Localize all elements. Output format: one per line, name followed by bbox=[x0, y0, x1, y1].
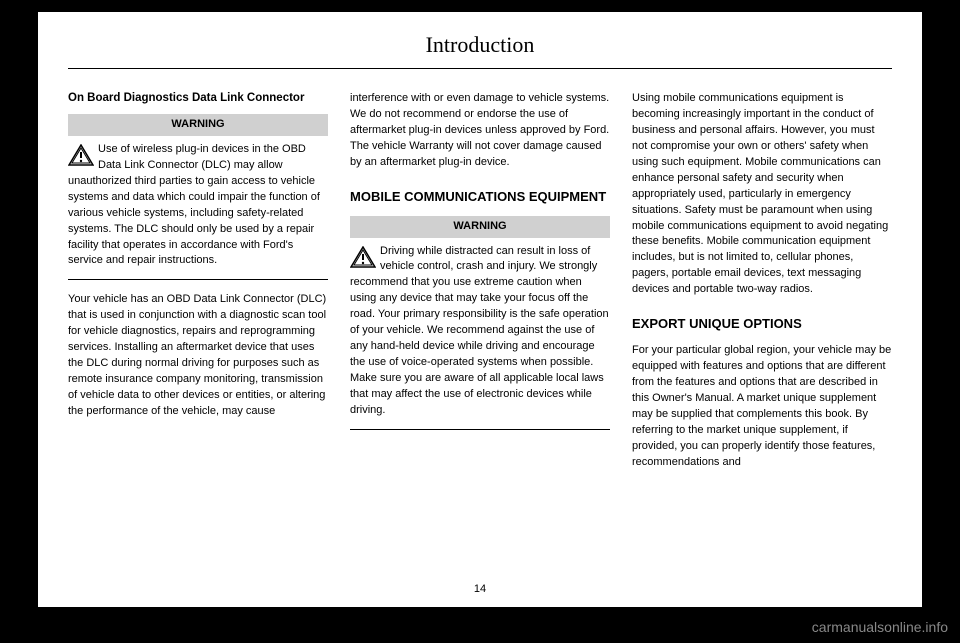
warning-body: Driving while distracted can result in l… bbox=[350, 244, 610, 430]
warning-text: Use of wireless plug-in devices in the O… bbox=[68, 143, 320, 267]
export-options-para: For your particular global region, your … bbox=[632, 343, 892, 471]
warning-triangle-icon bbox=[350, 246, 376, 268]
columns-container: On Board Diagnostics Data Link Connector… bbox=[68, 91, 892, 481]
watermark: carmanualsonline.info bbox=[812, 619, 948, 635]
page-number: 14 bbox=[38, 583, 922, 595]
mobile-equipment-para: Using mobile communications equipment is… bbox=[632, 91, 892, 298]
warning-triangle-icon bbox=[68, 144, 94, 166]
mobile-comms-title: MOBILE COMMUNICATIONS EQUIPMENT bbox=[350, 189, 610, 206]
warning-text: Driving while distracted can result in l… bbox=[350, 245, 609, 416]
warning-body: Use of wireless plug-in devices in the O… bbox=[68, 142, 328, 281]
column-1: On Board Diagnostics Data Link Connector… bbox=[68, 91, 328, 481]
title-rule bbox=[68, 68, 892, 69]
column-2: interference with or even damage to vehi… bbox=[350, 91, 610, 481]
page-title: Introduction bbox=[68, 32, 892, 68]
export-options-title: EXPORT UNIQUE OPTIONS bbox=[632, 316, 892, 333]
column-3: Using mobile communications equipment is… bbox=[632, 91, 892, 481]
obd-body-text: Your vehicle has an OBD Data Link Connec… bbox=[68, 292, 328, 420]
warning-header: WARNING bbox=[350, 216, 610, 238]
warning-header: WARNING bbox=[68, 114, 328, 136]
continuation-text: interference with or even damage to vehi… bbox=[350, 91, 610, 171]
obd-subhead: On Board Diagnostics Data Link Connector bbox=[68, 91, 328, 106]
manual-page: Introduction On Board Diagnostics Data L… bbox=[38, 12, 922, 607]
